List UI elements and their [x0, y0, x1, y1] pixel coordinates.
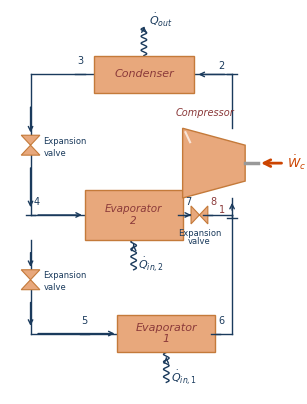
- Text: Compressor: Compressor: [175, 108, 234, 118]
- Text: 8: 8: [211, 197, 217, 207]
- Text: $\dot{W}_c$: $\dot{W}_c$: [287, 154, 306, 173]
- Text: 3: 3: [77, 57, 83, 67]
- Text: Expansion: Expansion: [44, 137, 87, 146]
- Text: 5: 5: [82, 316, 88, 326]
- Text: 4: 4: [33, 197, 40, 207]
- Text: Expansion: Expansion: [178, 229, 221, 238]
- Text: valve: valve: [44, 149, 66, 158]
- Text: 2: 2: [218, 61, 225, 72]
- Polygon shape: [21, 135, 40, 155]
- Text: $\dot{Q}_{in,2}$: $\dot{Q}_{in,2}$: [138, 256, 165, 274]
- FancyBboxPatch shape: [85, 190, 183, 240]
- FancyBboxPatch shape: [117, 315, 215, 352]
- Text: valve: valve: [44, 283, 66, 292]
- Text: 7: 7: [185, 197, 192, 207]
- Text: 6: 6: [218, 316, 224, 326]
- Text: Condenser: Condenser: [114, 69, 174, 80]
- Text: valve: valve: [188, 237, 211, 246]
- Text: $\dot{Q}_{in,1}$: $\dot{Q}_{in,1}$: [171, 368, 197, 387]
- Text: Evaporator
2: Evaporator 2: [105, 204, 162, 226]
- Text: Expansion: Expansion: [44, 271, 87, 280]
- Text: Evaporator
1: Evaporator 1: [135, 323, 197, 344]
- Polygon shape: [21, 270, 40, 290]
- Text: $\dot{Q}_{out}$: $\dot{Q}_{out}$: [149, 12, 173, 29]
- Polygon shape: [191, 206, 208, 224]
- Text: 1: 1: [219, 205, 225, 215]
- FancyBboxPatch shape: [94, 55, 194, 93]
- Polygon shape: [183, 128, 245, 198]
